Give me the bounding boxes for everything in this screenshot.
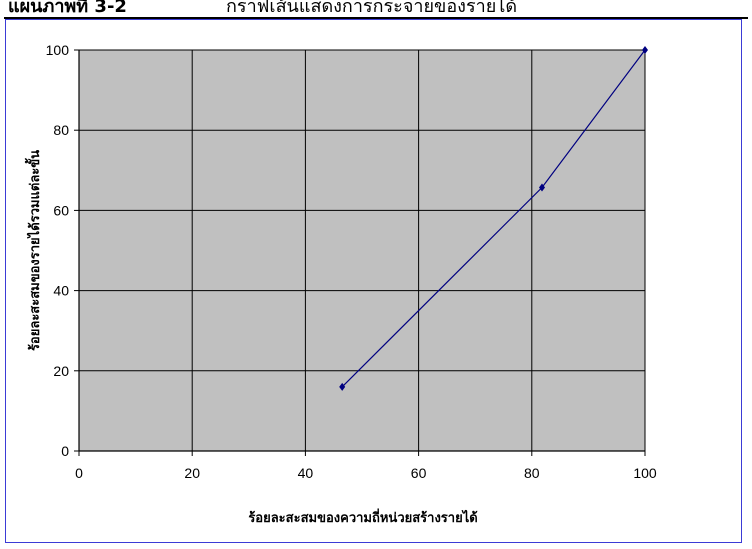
data-point-marker: [339, 382, 346, 391]
y-tick-label: 20: [53, 363, 69, 379]
y-axis-title: ร้อยละสะสมของรายได้รวมแต่ละขั้น: [24, 150, 43, 351]
x-tick-label: 60: [411, 465, 427, 481]
x-tick-label: 20: [184, 465, 200, 481]
figure-header: แผนภาพที่ 3-2 กราฟเส้นแสดงการกระจายของรา…: [0, 0, 752, 17]
x-tick-label: 0: [75, 465, 83, 481]
y-tick-label: 40: [53, 283, 69, 299]
x-tick-labels: 0 20 40 60 80 100: [75, 465, 657, 481]
header-underline: [4, 17, 748, 19]
figure-caption: กราฟเส้นแสดงการกระจายของรายได้: [226, 0, 518, 17]
axes: [74, 49, 646, 456]
data-point-marker: [538, 183, 545, 192]
data-point-marker: [642, 46, 648, 54]
series-layer: [339, 46, 648, 391]
x-axis-title: ร้อยละสะสมของความถี่หน่วยสร้างรายได้: [248, 508, 477, 526]
y-tick-label: 80: [53, 122, 69, 138]
x-tick-label: 100: [633, 465, 657, 481]
x-tick-label: 80: [524, 465, 540, 481]
chart-frame: [5, 19, 742, 543]
y-tick-labels: 0 20 40 60 80 100: [46, 42, 70, 459]
y-tick-label: 0: [61, 443, 69, 459]
y-tick-label: 60: [53, 202, 69, 218]
plot-area: [79, 50, 645, 451]
y-tick-label: 100: [46, 42, 70, 58]
figure-label: แผนภาพที่ 3-2: [8, 0, 127, 17]
x-tick-label: 40: [298, 465, 314, 481]
